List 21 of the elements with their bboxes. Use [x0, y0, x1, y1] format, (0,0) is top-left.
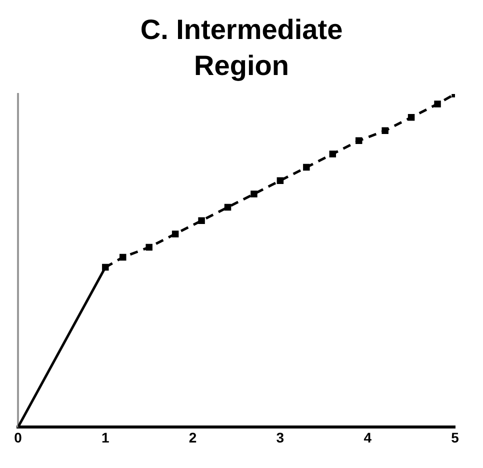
point [408, 114, 415, 121]
point [303, 164, 310, 171]
x-tick-label: 0 [14, 429, 22, 446]
x-tick-label: 4 [364, 429, 372, 446]
point [146, 244, 152, 251]
x-tick-label: 2 [188, 429, 197, 446]
point [276, 177, 284, 184]
point [434, 100, 441, 108]
point [198, 217, 205, 224]
point [355, 137, 362, 144]
point [102, 264, 109, 271]
point [382, 127, 388, 134]
chart-title: C. Intermediate Region [139, 13, 344, 83]
x-tick-label: 3 [276, 429, 284, 446]
x-tick-label: 5 [451, 429, 460, 446]
point [224, 204, 232, 211]
point [250, 190, 258, 198]
x-tick-label: 1 [102, 429, 110, 446]
point [172, 230, 179, 238]
point [329, 150, 336, 158]
point [120, 254, 126, 261]
